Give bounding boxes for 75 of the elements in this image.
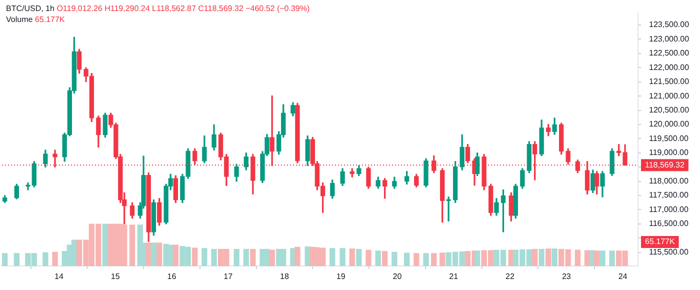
- chart-title: BTC/USD, 1h: [6, 4, 54, 13]
- chart-title: Volume: [6, 15, 33, 24]
- bar: [532, 248, 538, 266]
- x-tick-label: 24: [618, 272, 628, 282]
- bar: [600, 250, 606, 266]
- y-tick-label: 122,500.00: [649, 48, 690, 58]
- bar: [250, 248, 256, 266]
- x-tick-label: 18: [280, 272, 290, 282]
- bar: [464, 251, 471, 266]
- y-tick-label: 119,500.00: [649, 134, 689, 143]
- x-tick-label: 16: [167, 272, 177, 282]
- bar: [14, 253, 20, 266]
- bar: [552, 248, 558, 266]
- bar: [330, 248, 336, 266]
- bar: [269, 250, 275, 266]
- bar: [234, 248, 240, 266]
- y-tick-label: 118,000.00: [649, 176, 689, 186]
- bar: [349, 248, 355, 266]
- bar: [122, 224, 128, 266]
- bar: [156, 242, 162, 266]
- y-tick-label: 119,000.00: [649, 148, 689, 158]
- x-tick-label: 15: [110, 272, 120, 282]
- y-tick-label: 120,000.00: [649, 120, 690, 129]
- bar: [538, 248, 544, 266]
- bar: [211, 248, 217, 266]
- bar: [356, 248, 362, 266]
- y-tick-label: 123,000.00: [649, 34, 690, 44]
- bar: [392, 252, 398, 266]
- y-tick-label: 121,500.00: [649, 77, 690, 86]
- candlestick: [446, 196, 451, 222]
- y-tick-label: 117,500.00: [649, 190, 689, 200]
- bar: [172, 244, 178, 266]
- y-tick-label: 116,500.00: [649, 219, 689, 228]
- bar: [150, 242, 156, 266]
- text: 65.177K: [645, 237, 676, 246]
- bar: [202, 248, 208, 266]
- bar: [243, 248, 249, 266]
- ref-line-label: 118,569.32: [645, 160, 685, 170]
- x-tick-label: 21: [449, 272, 459, 282]
- x-tick-label: 22: [506, 272, 516, 282]
- bar: [546, 248, 552, 266]
- x-tick-label: 20: [392, 272, 402, 282]
- bar: [375, 250, 381, 266]
- bar: [440, 252, 446, 266]
- bar: [382, 251, 388, 266]
- chart-subtitle: O119,012.26 H119,290.24 L118,562.87 C118,569.32 −460.52 (−0.39%): [56, 4, 310, 13]
- bar: [2, 253, 8, 266]
- bar: [404, 252, 410, 266]
- y-tick-label: 121,000.00: [649, 91, 690, 100]
- bar: [294, 246, 300, 266]
- bar: [609, 250, 615, 266]
- bar: [431, 253, 437, 266]
- x-tick-label: 23: [562, 272, 572, 282]
- x-tick-label: 14: [54, 272, 64, 282]
- bar: [102, 224, 108, 266]
- bar: [474, 250, 480, 266]
- y-tick-label: 120,500.00: [649, 105, 690, 114]
- y-tick-label: 115,500.00: [649, 248, 689, 257]
- bar: [192, 248, 198, 266]
- bar: [366, 250, 372, 266]
- x-tick-label: 17: [224, 272, 234, 282]
- y-tick-label: 117,000.00: [649, 204, 689, 214]
- bar: [129, 224, 136, 266]
- text: 65.177K: [34, 15, 65, 24]
- bar: [574, 250, 580, 266]
- bar: [594, 250, 600, 266]
- bar: [584, 250, 590, 266]
- bar: [423, 253, 429, 266]
- bar: [52, 252, 58, 266]
- bar: [42, 252, 48, 266]
- x-tick-label: 19: [336, 272, 346, 282]
- y-tick-label: 123,500.00: [649, 20, 690, 30]
- bar: [340, 248, 346, 266]
- y-tick-label: 122,000.00: [649, 62, 690, 72]
- bar: [414, 253, 420, 266]
